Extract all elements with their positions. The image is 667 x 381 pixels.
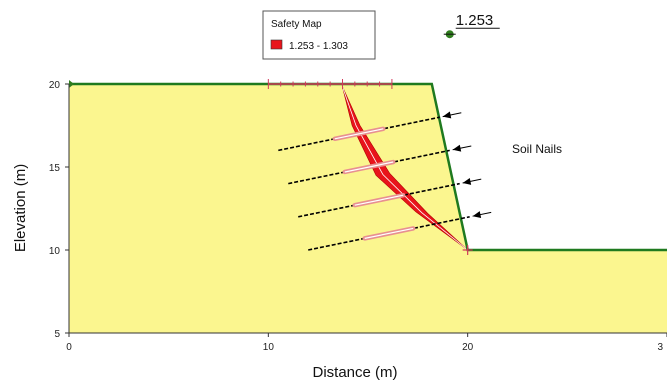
soil-nail-4 — [308, 216, 470, 251]
x-tick-label: 10 — [263, 342, 275, 353]
slip-surface-centerline — [341, 85, 468, 251]
y-tick-label: 10 — [49, 246, 61, 257]
soil-region — [69, 84, 667, 333]
legend: Safety Map 1.253 - 1.303 — [262, 10, 376, 60]
y-tick-label: 15 — [49, 163, 61, 174]
soil-nail-core-3 — [354, 194, 404, 206]
soil-nail-core-2 — [344, 161, 394, 173]
legend-swatch — [270, 39, 283, 50]
soil-nail-2 — [288, 149, 450, 185]
legend-entry-label: 1.253 - 1.303 — [289, 41, 348, 52]
axes-group: 0 10 20 3 5 10 15 20 — [49, 80, 667, 353]
y-tick-label: 5 — [54, 329, 60, 340]
nail-arrow-head-2 — [452, 144, 462, 152]
legend-title: Safety Map — [271, 19, 322, 30]
nail-arrow-head-4 — [472, 211, 482, 219]
toe-marker — [462, 245, 473, 255]
soil-nail-3 — [298, 182, 460, 218]
x-axis-title: Distance (m) — [312, 364, 397, 381]
nail-arrow-head-3 — [462, 177, 472, 185]
soil-nail-core-4 — [364, 227, 414, 239]
x-tick-label: 3 — [657, 342, 663, 353]
min-fos-marker: 1.253 — [443, 12, 500, 39]
legend-box — [262, 10, 376, 60]
soil-nails-group — [278, 111, 492, 251]
surcharge-load-marker — [267, 79, 393, 89]
soil-nail-core-1 — [334, 128, 384, 140]
y-axis-title: Elevation (m) — [12, 164, 29, 252]
ground-surface-line — [69, 82, 667, 252]
soil-nails-annotation: Soil Nails — [512, 142, 562, 156]
slope-start-marker — [69, 80, 74, 88]
nail-arrow-head-1 — [442, 111, 452, 119]
x-axis-ticks: 0 10 20 3 — [66, 333, 667, 353]
soil-nail-1 — [278, 116, 440, 152]
y-tick-label: 20 — [49, 80, 61, 91]
min-fos-value: 1.253 — [456, 12, 494, 29]
y-axis-ticks: 5 10 15 20 — [49, 80, 69, 340]
x-tick-label: 0 — [66, 342, 72, 353]
x-tick-label: 20 — [462, 342, 474, 353]
